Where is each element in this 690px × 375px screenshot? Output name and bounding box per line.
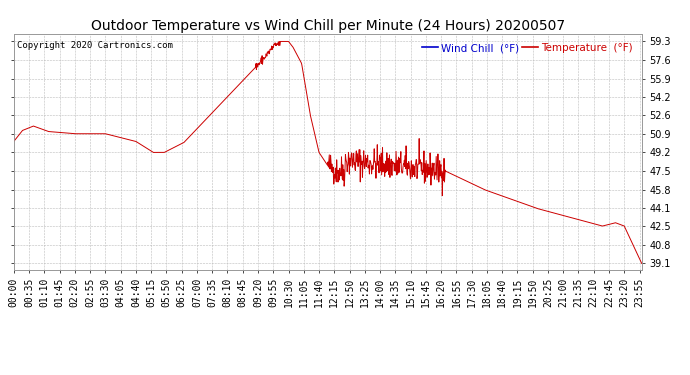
Legend: Wind Chill  (°F), Temperature  (°F): Wind Chill (°F), Temperature (°F) [417,39,636,57]
Title: Outdoor Temperature vs Wind Chill per Minute (24 Hours) 20200507: Outdoor Temperature vs Wind Chill per Mi… [90,19,565,33]
Text: Copyright 2020 Cartronics.com: Copyright 2020 Cartronics.com [17,41,172,50]
